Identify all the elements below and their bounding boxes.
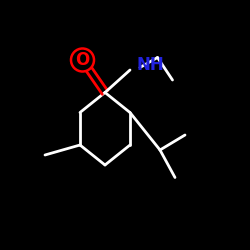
Text: O: O (76, 51, 90, 69)
Text: NH: NH (136, 56, 164, 74)
